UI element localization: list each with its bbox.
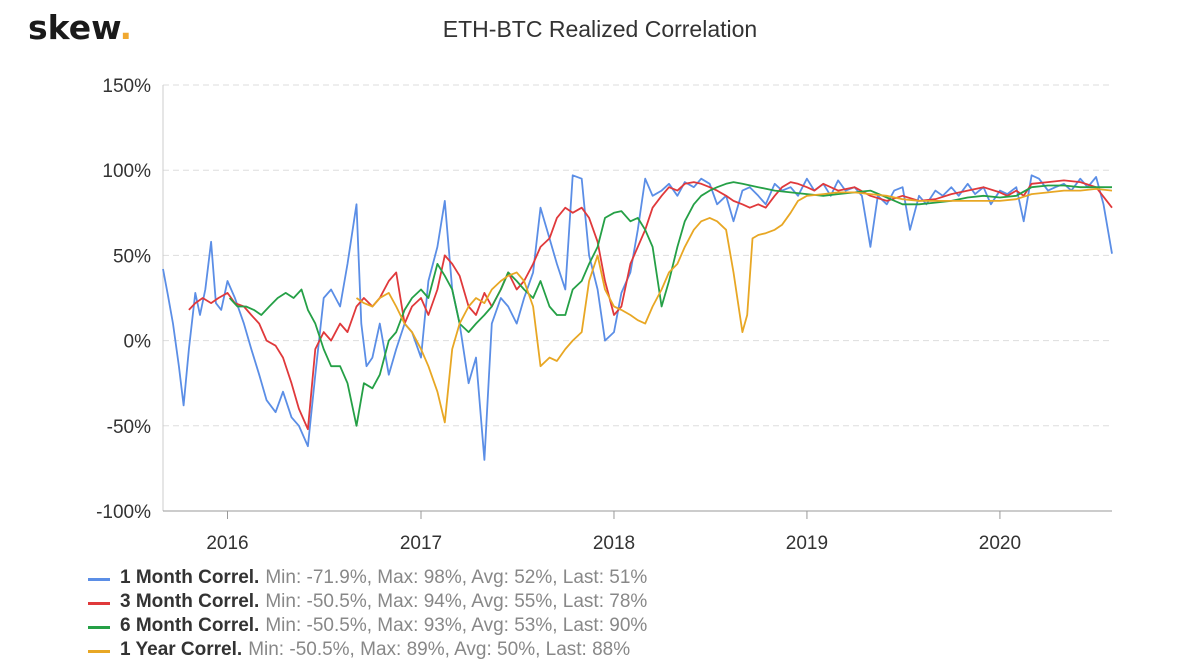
axis-layer: -100% -50% 0% 50% 100% 150% 2016 2017 2018 2019 20… [96,76,1112,554]
logo-dot: . [119,8,133,47]
series-line-1-year-correl [355,187,1113,424]
y-tick-label: 50% [113,246,151,267]
skew-logo: skew. [28,8,132,47]
y-tick-label: 100% [102,161,151,182]
x-tick-label: 2017 [400,533,442,554]
legend-stats-1-month: Min: -71.9%, Max: 98%, Avg: 52%, Last: 5… [265,567,648,588]
legend-name-1-month: 1 Month Correl. [120,567,260,588]
chart-title: ETH-BTC Realized Correlation [442,16,758,42]
legend-name-1-year: 1 Year Correl. [120,639,243,660]
y-tick-label: -50% [107,417,151,438]
legend-swatch-1-year [88,649,110,653]
legend-item-1-month[interactable]: 1 Month Correl. Min: -71.9%, Max: 98%, A… [88,566,647,590]
legend-stats-1-year: Min: -50.5%, Max: 89%, Avg: 50%, Last: 8… [248,639,631,660]
legend-name-6-month: 6 Month Correl. [120,615,260,636]
logo-text: skew [28,8,120,47]
x-tick-label: 2020 [979,533,1021,554]
y-tick-label: 0% [124,332,152,353]
legend-stats-6-month: Min: -50.5%, Max: 93%, Avg: 53%, Last: 9… [265,615,648,636]
y-tick-label: 150% [102,76,151,97]
legend-stats-3-month: Min: -50.5%, Max: 94%, Avg: 55%, Last: 7… [265,591,648,612]
series-line-3-month-correl [188,179,1113,431]
x-tick-label: 2019 [786,533,828,554]
x-tick-label: 2016 [206,533,248,554]
legend-item-1-year[interactable]: 1 Year Correl. Min: -50.5%, Max: 89%, Av… [88,638,647,662]
series-layer [162,174,1113,461]
legend-swatch-3-month [88,601,110,605]
legend-swatch-6-month [88,625,110,629]
legend-item-3-month[interactable]: 3 Month Correl. Min: -50.5%, Max: 94%, A… [88,590,647,614]
x-tick-label: 2018 [593,533,635,554]
series-line-6-month-correl [228,181,1112,427]
y-tick-label: -100% [96,502,151,523]
legend-item-6-month[interactable]: 6 Month Correl. Min: -50.5%, Max: 93%, A… [88,614,647,638]
legend-swatch-1-month [88,577,110,581]
grid-layer [163,84,1112,427]
legend-name-3-month: 3 Month Correl. [120,591,260,612]
series-line-1-month-correl [162,174,1113,461]
chart-legend: 1 Month Correl. Min: -71.9%, Max: 98%, A… [88,566,647,662]
